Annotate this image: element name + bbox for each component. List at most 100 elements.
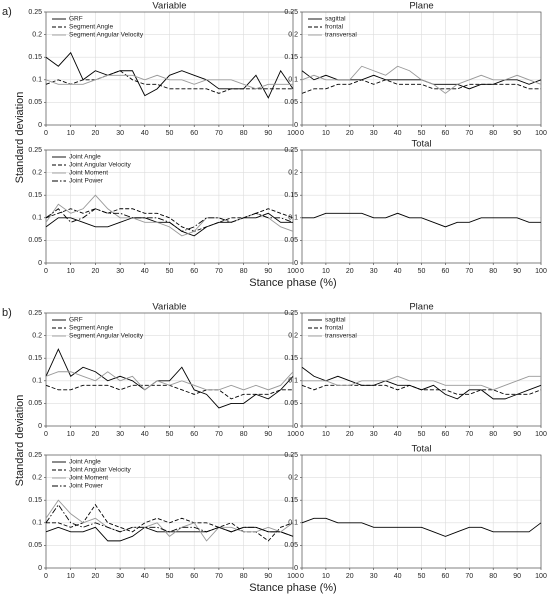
legend-label: transversal	[325, 32, 357, 39]
y-tick-label: 0	[294, 565, 298, 572]
plot-frame	[45, 312, 294, 427]
x-tick-label: 30	[116, 268, 124, 275]
x-tick-label: 40	[394, 130, 402, 137]
x-tick-label: 100	[287, 431, 299, 438]
x-tick-label: 80	[240, 130, 248, 137]
y-tick-label: 0.15	[28, 192, 42, 199]
x-tick-label: 0	[300, 268, 304, 275]
legend-label: Joint Power	[69, 483, 104, 490]
x-tick-label: 40	[141, 268, 149, 275]
x-tick-label: 70	[465, 268, 473, 275]
x-tick-label: 10	[322, 573, 330, 580]
x-tick-label: 80	[240, 431, 248, 438]
x-tick-label: 60	[190, 573, 198, 580]
x-tick-label: 60	[190, 268, 198, 275]
x-tick-label: 0	[44, 130, 48, 137]
series-line	[45, 499, 294, 542]
x-tick-label: 70	[215, 268, 223, 275]
series-line	[45, 51, 294, 99]
x-tick-label: 30	[116, 130, 124, 137]
y-tick-label: 0.05	[284, 237, 298, 244]
series-line	[302, 212, 541, 228]
y-tick-label: 0	[38, 423, 42, 430]
y-tick-label: 0.2	[288, 332, 298, 339]
chart-title: Variable	[152, 1, 186, 12]
x-tick-label: 40	[394, 431, 402, 438]
y-tick-label: 0	[38, 260, 42, 267]
plot-frame	[301, 11, 542, 126]
panel-label: a)	[2, 6, 12, 18]
legend-label: Segment Angular Velocity	[69, 32, 144, 39]
x-tick-label: 70	[215, 130, 223, 137]
y-tick-label: 0.1	[288, 520, 298, 527]
legend-label: transversal	[325, 333, 357, 340]
legend-label: Segment Angle	[69, 24, 113, 31]
y-tick-label: 0.2	[32, 332, 42, 339]
legend-label: Joint Moment	[69, 475, 108, 482]
series-line	[46, 503, 294, 542]
x-tick-label: 40	[141, 130, 149, 137]
legend-label: frontal	[325, 325, 344, 332]
y-tick-label: 0.1	[288, 378, 298, 385]
plot-frame	[301, 312, 542, 427]
legend-label: sagittal	[325, 317, 346, 324]
y-tick-label: 0.05	[28, 400, 42, 407]
chart-title: Variable	[152, 302, 186, 313]
series-line	[45, 348, 294, 409]
y-tick-label: 0.15	[28, 54, 42, 61]
x-tick-label: 100	[535, 130, 547, 137]
y-tick-label: 0	[294, 260, 298, 267]
y-tick-label: 0.05	[284, 99, 298, 106]
y-axis-label: Standard deviation	[14, 395, 26, 487]
y-tick-label: 0.2	[32, 31, 42, 38]
x-tick-label: 20	[92, 268, 100, 275]
x-tick-label: 40	[394, 268, 402, 275]
y-tick-label: 0.25	[28, 147, 42, 154]
y-tick-label: 0.2	[288, 169, 298, 176]
x-tick-label: 0	[44, 431, 48, 438]
y-tick-label: 0.25	[284, 9, 298, 16]
y-tick-label: 0.15	[284, 497, 298, 504]
x-tick-label: 60	[442, 431, 450, 438]
plot-frame	[45, 11, 294, 126]
x-tick-label: 30	[370, 268, 378, 275]
legend-label: Joint Angle	[69, 154, 101, 161]
series-line	[45, 208, 294, 232]
x-tick-label: 100	[535, 268, 547, 275]
panel-label: b)	[2, 307, 12, 319]
x-tick-label: 10	[322, 268, 330, 275]
x-tick-label: 70	[215, 431, 223, 438]
series-line	[45, 74, 293, 90]
y-tick-label: 0.1	[32, 77, 42, 84]
x-tick-label: 90	[513, 268, 521, 275]
y-tick-label: 0.05	[284, 542, 298, 549]
x-tick-label: 100	[287, 268, 299, 275]
x-tick-label: 90	[264, 573, 272, 580]
x-tick-label: 60	[190, 431, 198, 438]
plot-frame	[301, 149, 542, 264]
x-tick-label: 70	[215, 573, 223, 580]
x-tick-label: 50	[418, 431, 426, 438]
x-tick-label: 80	[489, 268, 497, 275]
x-tick-label: 50	[418, 268, 426, 275]
y-tick-label: 0.25	[28, 452, 42, 459]
legend-label: frontal	[325, 24, 344, 31]
x-tick-label: 10	[322, 130, 330, 137]
y-tick-label: 0	[294, 423, 298, 430]
y-tick-label: 0.1	[288, 77, 298, 84]
y-tick-label: 0.05	[284, 400, 298, 407]
y-tick-label: 0.15	[284, 355, 298, 362]
x-tick-label: 20	[346, 573, 354, 580]
legend-label: Joint Angle	[69, 459, 101, 466]
x-tick-label: 40	[141, 573, 149, 580]
x-tick-label: 30	[370, 431, 378, 438]
legend-label: Joint Angular Velocity	[69, 467, 132, 474]
x-tick-label: 70	[465, 130, 473, 137]
x-axis-label: Stance phase (%)	[249, 582, 336, 594]
x-axis-label: Stance phase (%)	[249, 277, 336, 289]
x-tick-label: 70	[465, 573, 473, 580]
x-tick-label: 10	[67, 268, 75, 275]
x-tick-label: 40	[394, 573, 402, 580]
x-tick-label: 10	[67, 573, 75, 580]
